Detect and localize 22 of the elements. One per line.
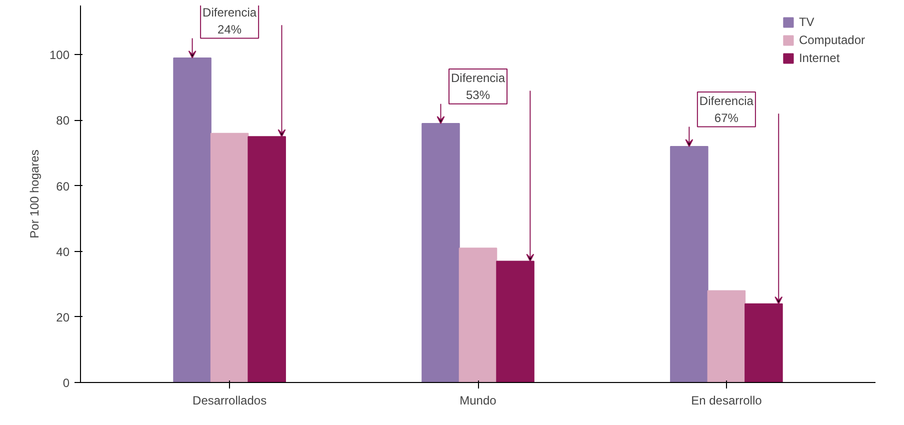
x-tick-label: Desarrollados (192, 394, 267, 408)
y-tick-label: 0 (62, 376, 70, 390)
annotation: Diferencia 67% (699, 94, 754, 125)
bar (707, 290, 746, 382)
y-tick-label: 40 (56, 244, 70, 259)
y-axis-title: Por 100 hogares (27, 150, 42, 238)
x-tick-label: Mundo (460, 394, 497, 408)
legend-label: TV (798, 15, 816, 29)
legend-label: Computador (798, 33, 865, 47)
bar (422, 123, 460, 382)
legend-label: Internet (798, 51, 840, 65)
bar (173, 57, 212, 382)
y-tick-label: 100 (49, 48, 70, 62)
annotation: Diferencia 24% (202, 5, 257, 36)
y-tick-label: 60 (56, 179, 70, 194)
bar (210, 132, 249, 382)
y-tick-label: 80 (56, 114, 70, 128)
bar (458, 248, 498, 382)
y-tick-label: 20 (56, 310, 70, 324)
x-tick-label: En desarrollo (691, 394, 762, 408)
annotation: Diferencia 53% (450, 71, 506, 102)
bar (670, 146, 708, 382)
